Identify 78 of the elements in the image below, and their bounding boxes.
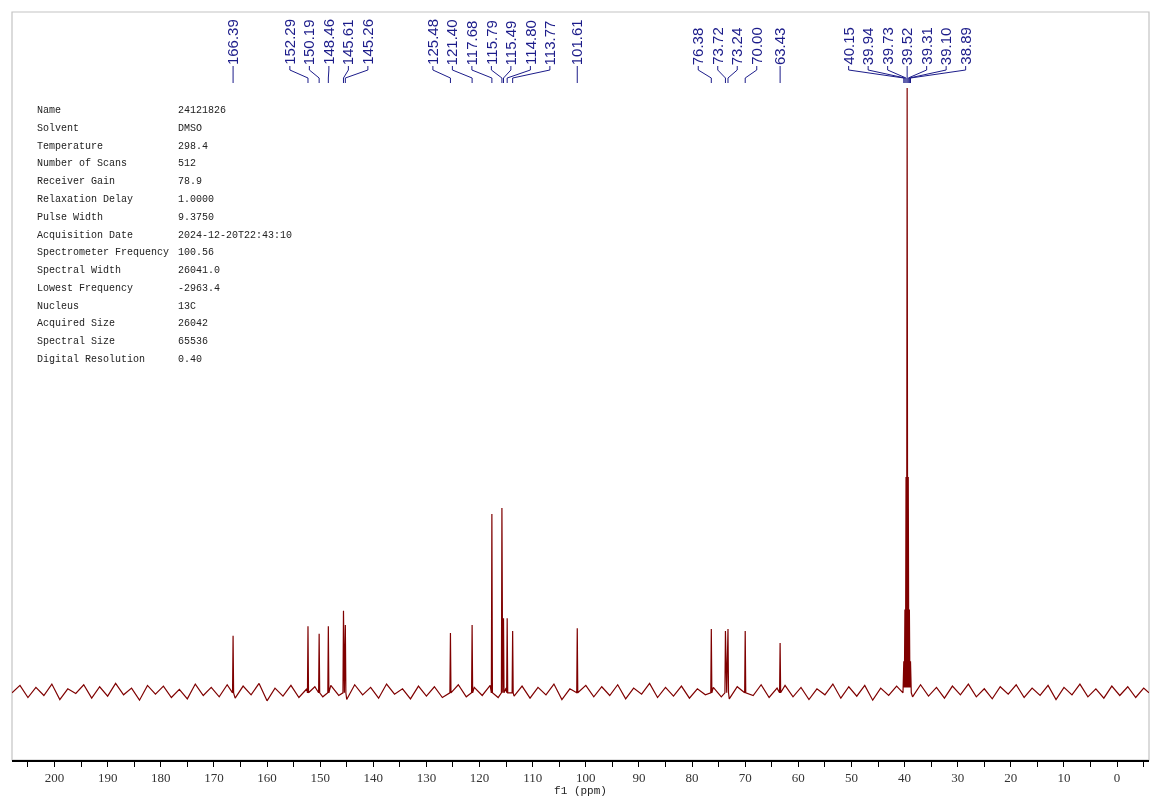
annotation: Acquired Size bbox=[37, 318, 116, 329]
annotation: Lowest Frequency bbox=[37, 283, 134, 294]
x-tick-label: 180 bbox=[151, 770, 171, 786]
annotation: 9.3750 bbox=[178, 212, 215, 223]
annotation: Receiver Gain bbox=[37, 176, 116, 187]
annotation: 78.9 bbox=[178, 176, 203, 187]
annotation: 26041.0 bbox=[178, 265, 221, 276]
x-tick-label: 200 bbox=[44, 770, 65, 786]
x-tick-label: 20 bbox=[1004, 770, 1018, 786]
annotation: 24121826 bbox=[178, 105, 227, 116]
x-tick-label: 110 bbox=[523, 770, 543, 786]
annotation: Spectral Size bbox=[37, 336, 116, 347]
annotation: 2024-12-20T22:43:10 bbox=[178, 230, 293, 241]
annotation: 39.73 bbox=[878, 27, 896, 65]
x-tick-label: 70 bbox=[738, 770, 752, 786]
x-tick-label: 190 bbox=[97, 770, 118, 786]
x-tick-label: 120 bbox=[469, 770, 490, 786]
annotation: 114.80 bbox=[521, 20, 539, 65]
annotation: 113.77 bbox=[541, 20, 559, 66]
annotation: 117.68 bbox=[463, 20, 481, 66]
x-tick-label: 140 bbox=[363, 770, 384, 786]
annotation: 298.4 bbox=[178, 141, 209, 152]
x-axis-title: f1 (ppm) bbox=[554, 785, 607, 798]
annotation: 39.94 bbox=[859, 27, 877, 66]
annotation: 0.40 bbox=[178, 354, 203, 365]
annotation: 65536 bbox=[178, 336, 209, 347]
annotation: Digital Resolution bbox=[37, 354, 146, 365]
annotation: 70.00 bbox=[747, 27, 765, 65]
x-tick-label: 90 bbox=[632, 770, 646, 786]
annotation: 512 bbox=[178, 158, 197, 169]
annotation: 76.38 bbox=[689, 27, 707, 66]
x-tick-label: 130 bbox=[416, 770, 437, 786]
annotation: 115.79 bbox=[482, 20, 500, 65]
x-tick-label: 10 bbox=[1057, 770, 1071, 786]
annotation: DMSO bbox=[178, 123, 203, 134]
annotation: Pulse Width bbox=[37, 212, 104, 223]
annotation: 166.39 bbox=[224, 19, 242, 66]
annotation: 73.72 bbox=[708, 27, 726, 65]
x-tick-label: 170 bbox=[204, 770, 224, 786]
annotation: 125.48 bbox=[423, 18, 441, 65]
annotation: 39.52 bbox=[898, 27, 916, 66]
annotation: 1.0000 bbox=[178, 194, 215, 205]
annotation: Acquisition Date bbox=[37, 230, 134, 241]
annotation: Nucleus bbox=[37, 301, 80, 312]
x-tick-label: 60 bbox=[791, 770, 805, 786]
x-tick-label: 100 bbox=[576, 770, 596, 786]
x-tick-label: 40 bbox=[898, 770, 912, 786]
x-tick-label: 80 bbox=[685, 770, 699, 786]
x-tick-label: 30 bbox=[951, 770, 965, 786]
annotation: 115.49 bbox=[502, 20, 520, 66]
annotation: Number of Scans bbox=[37, 158, 128, 169]
annotation: 152.29 bbox=[280, 18, 298, 65]
annotation: 73.24 bbox=[728, 27, 746, 66]
x-tick-label: 50 bbox=[844, 770, 858, 786]
annotation: 38.89 bbox=[956, 27, 974, 65]
annotation: 121.40 bbox=[443, 19, 461, 66]
annotation: -2963.4 bbox=[178, 283, 221, 294]
annotation: 13C bbox=[178, 301, 197, 312]
annotation: 39.31 bbox=[917, 27, 935, 65]
annotation: 100.56 bbox=[178, 247, 215, 258]
annotation: Temperature bbox=[37, 141, 104, 152]
annotation: Name bbox=[37, 105, 62, 116]
annotation: 63.43 bbox=[771, 27, 789, 66]
annotation: 148.46 bbox=[319, 18, 337, 65]
annotation: 145.26 bbox=[358, 18, 376, 65]
x-tick-label: 160 bbox=[257, 770, 277, 786]
annotation: 26042 bbox=[178, 318, 209, 329]
annotation: Spectrometer Frequency bbox=[37, 247, 170, 258]
x-tick-label: 150 bbox=[310, 770, 330, 786]
annotation: 39.10 bbox=[937, 27, 955, 66]
annotation: 101.61 bbox=[568, 19, 586, 66]
annotation: 40.15 bbox=[839, 27, 857, 65]
annotation: Relaxation Delay bbox=[37, 194, 134, 205]
x-tick-label: 0 bbox=[1113, 770, 1121, 786]
annotation: 145.61 bbox=[339, 19, 357, 66]
annotation: 150.19 bbox=[300, 19, 318, 66]
annotation: Spectral Width bbox=[37, 265, 122, 276]
annotation: Solvent bbox=[37, 123, 80, 134]
